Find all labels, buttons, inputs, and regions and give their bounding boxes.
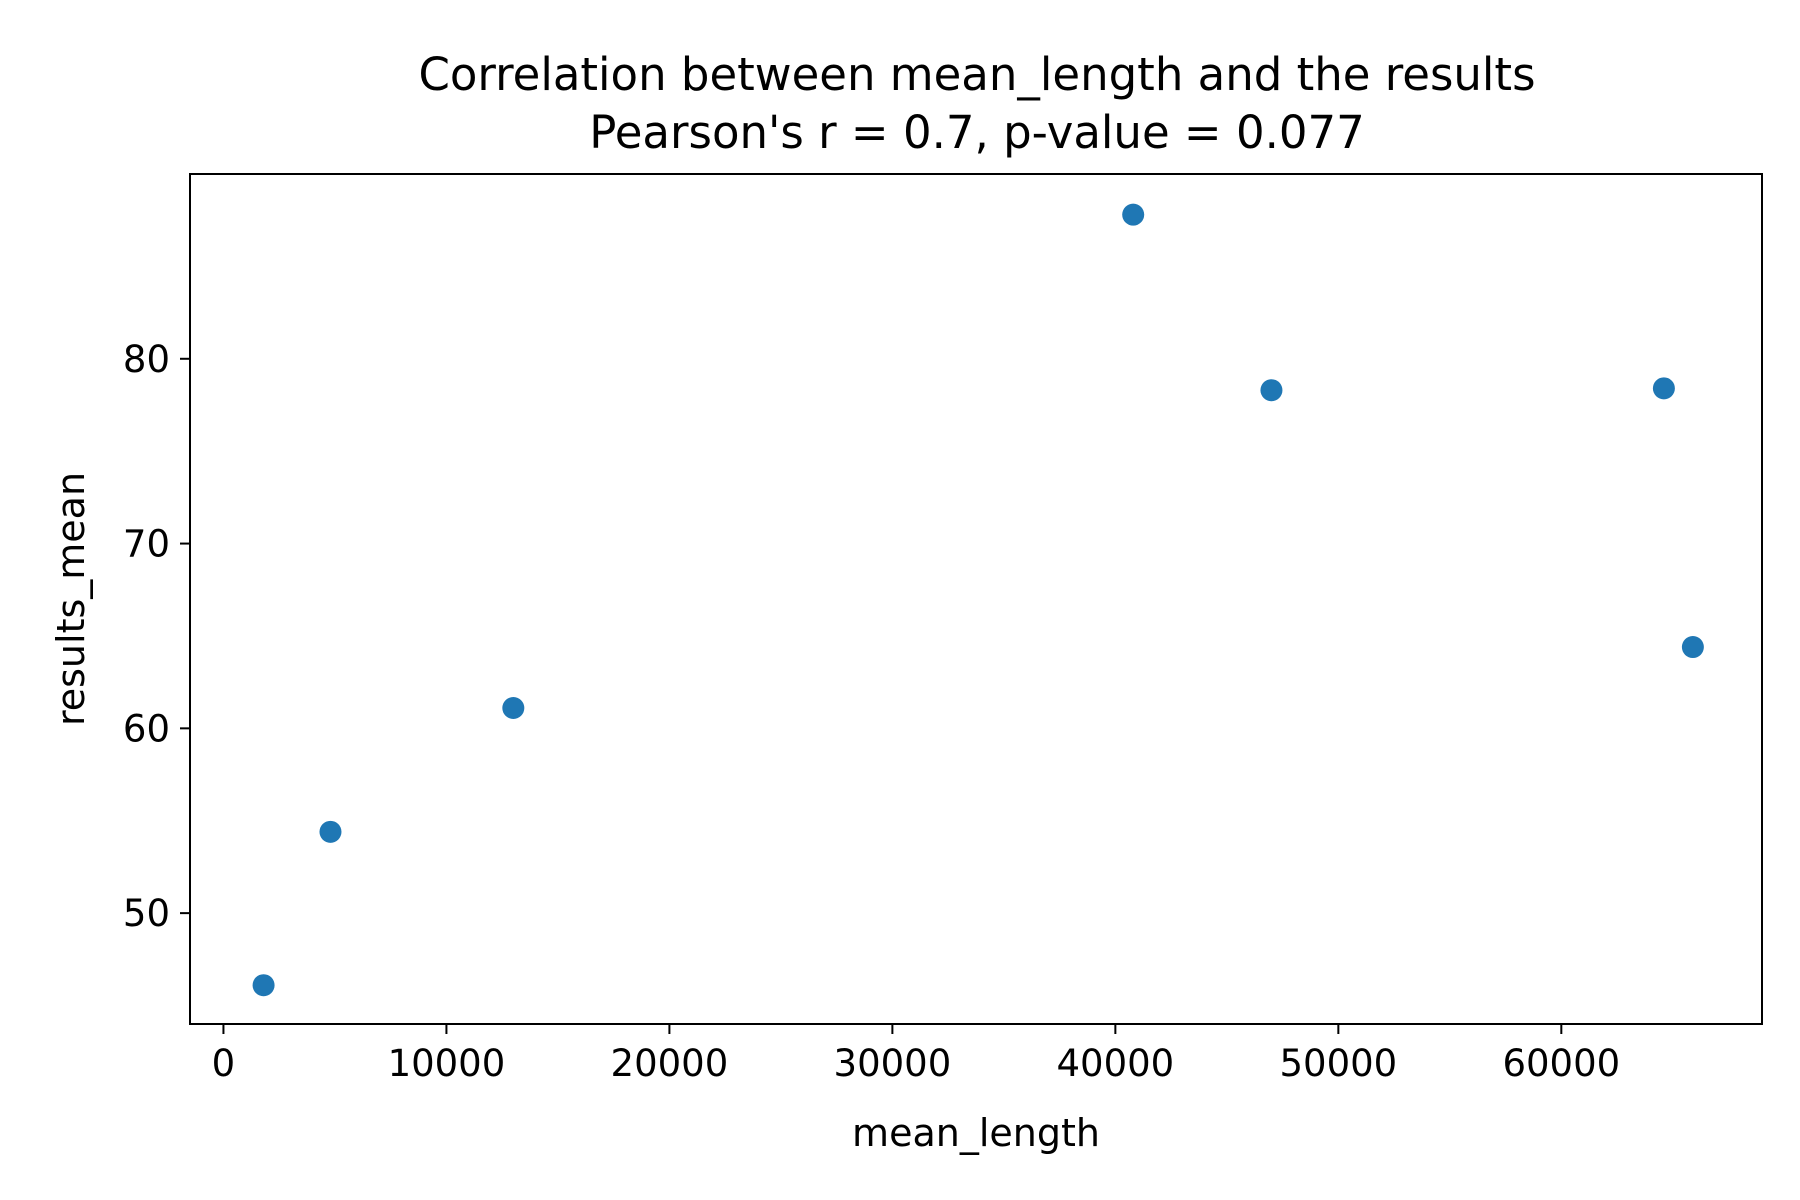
data-point — [502, 697, 525, 720]
data-point — [1122, 203, 1145, 226]
data-point — [1681, 636, 1704, 659]
x-tick-label: 40000 — [1057, 1042, 1175, 1085]
x-tick-label: 60000 — [1502, 1042, 1620, 1085]
y-tick-label: 70 — [123, 523, 170, 566]
data-points — [252, 203, 1704, 997]
data-point — [1652, 377, 1675, 400]
y-axis-ticks: 50 60 70 80 — [123, 338, 190, 935]
x-tick-label: 50000 — [1279, 1042, 1397, 1085]
y-axis-label: results_mean — [49, 472, 93, 726]
x-tick-label: 20000 — [611, 1042, 729, 1085]
x-axis-ticks: 0 10000 20000 30000 40000 50000 60000 — [212, 1024, 1620, 1085]
data-point — [1260, 379, 1283, 402]
plot-area-frame — [189, 173, 1763, 1025]
chart-title: Correlation between mean_length and the … — [418, 48, 1535, 101]
y-tick-label: 50 — [123, 892, 170, 935]
data-point — [252, 974, 275, 997]
x-tick-label: 0 — [212, 1042, 236, 1085]
x-tick-label: 30000 — [834, 1042, 952, 1085]
data-point — [319, 820, 342, 843]
chart-subtitle: Pearson's r = 0.7, p-value = 0.077 — [589, 106, 1365, 159]
y-tick-label: 60 — [123, 707, 170, 750]
x-axis-label: mean_length — [852, 1111, 1100, 1155]
y-tick-label: 80 — [123, 338, 170, 381]
x-tick-label: 10000 — [388, 1042, 506, 1085]
